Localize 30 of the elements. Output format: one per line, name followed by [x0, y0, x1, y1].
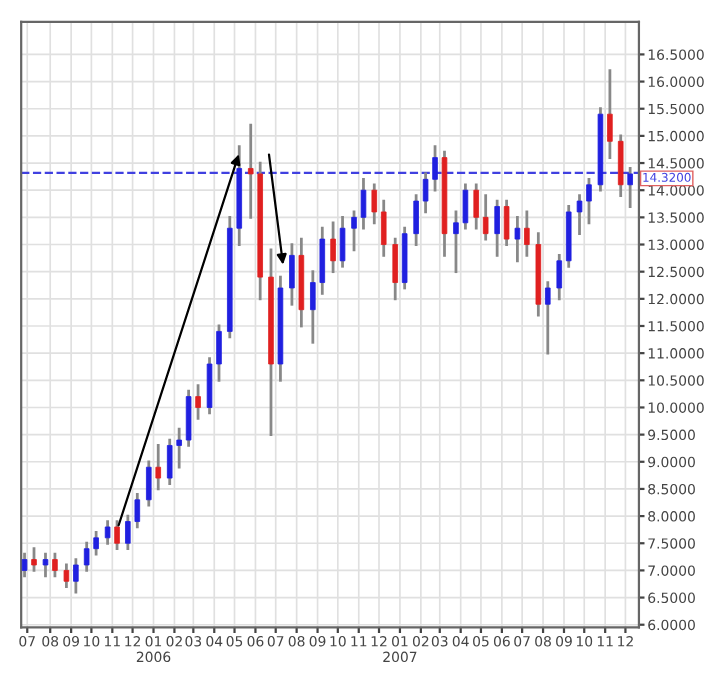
candlestick	[545, 281, 551, 355]
candlestick	[503, 199, 510, 246]
candlestick	[392, 237, 398, 301]
candlestick	[556, 253, 563, 301]
candlestick	[339, 215, 346, 268]
candlestick	[617, 134, 624, 198]
candlestick	[21, 552, 28, 578]
candlestick	[104, 520, 111, 545]
candlestick	[195, 384, 201, 420]
candlestick	[155, 444, 162, 491]
candlestick	[380, 199, 387, 257]
candlestick	[524, 210, 530, 257]
candlestick	[330, 221, 336, 274]
candlestick	[413, 194, 419, 246]
candlestick	[146, 460, 152, 507]
candlestick	[185, 389, 192, 447]
candlestick	[289, 243, 295, 306]
candlestick	[494, 199, 500, 257]
candlestick	[52, 552, 58, 578]
candlestick	[42, 552, 49, 578]
candlestick	[627, 167, 633, 208]
candlestick	[114, 520, 120, 551]
candlestick	[73, 558, 79, 594]
candlestick	[371, 183, 378, 225]
candlestick	[473, 183, 480, 230]
candlestick	[607, 69, 613, 159]
candlestick	[31, 547, 37, 572]
candlestick	[482, 194, 489, 241]
candlestick	[63, 563, 70, 589]
candlestick	[514, 215, 521, 263]
